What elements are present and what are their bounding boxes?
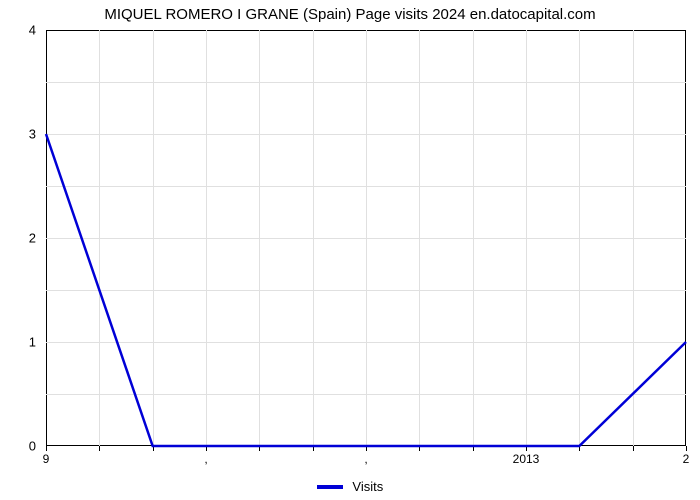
- line-series: [0, 0, 700, 500]
- chart-container: MIQUEL ROMERO I GRANE (Spain) Page visit…: [0, 0, 700, 500]
